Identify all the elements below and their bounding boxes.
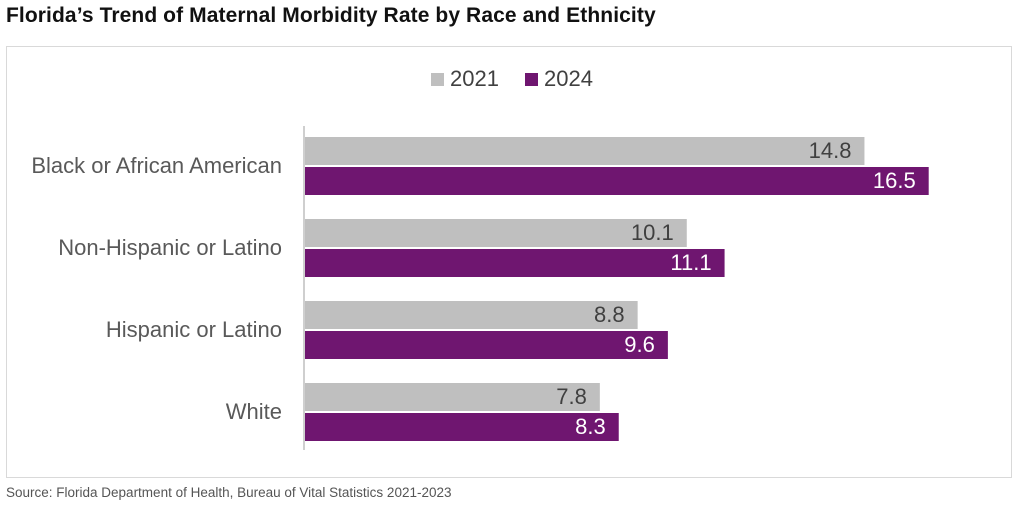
data-label-2024: 16.5 xyxy=(873,168,916,193)
bar-2021 xyxy=(305,219,687,247)
bar-2024 xyxy=(305,331,668,359)
legend-label-2024: 2024 xyxy=(544,66,593,91)
legend-label-2021: 2021 xyxy=(450,66,499,91)
legend-item-2021: 2021 xyxy=(431,66,499,92)
bar-2021 xyxy=(305,301,638,329)
category-label: Black or African American xyxy=(31,153,282,178)
category-label: White xyxy=(226,399,282,424)
data-label-2024: 11.1 xyxy=(670,250,711,275)
bar-2021 xyxy=(305,137,865,165)
legend-swatch-2024 xyxy=(525,72,538,86)
data-label-2024: 8.3 xyxy=(575,414,606,439)
bar-2021 xyxy=(305,383,600,411)
bar-2024 xyxy=(305,413,619,441)
category-label: Non-Hispanic or Latino xyxy=(58,235,282,260)
legend-swatch-2021 xyxy=(431,72,445,86)
data-label-2021: 7.8 xyxy=(556,384,587,409)
data-label-2024: 9.6 xyxy=(624,332,655,357)
legend: 2021 2024 xyxy=(0,66,1024,92)
chart-title: Florida’s Trend of Maternal Morbidity Ra… xyxy=(6,4,656,27)
bar-2024 xyxy=(305,249,725,277)
bar-2024 xyxy=(305,167,929,195)
data-label-2021: 10.1 xyxy=(631,220,674,245)
data-label-2021: 8.8 xyxy=(594,302,625,327)
source-note: Source: Florida Department of Health, Bu… xyxy=(6,485,452,500)
legend-item-2024: 2024 xyxy=(525,66,593,92)
data-label-2021: 14.8 xyxy=(809,138,852,163)
category-label: Hispanic or Latino xyxy=(106,317,282,342)
